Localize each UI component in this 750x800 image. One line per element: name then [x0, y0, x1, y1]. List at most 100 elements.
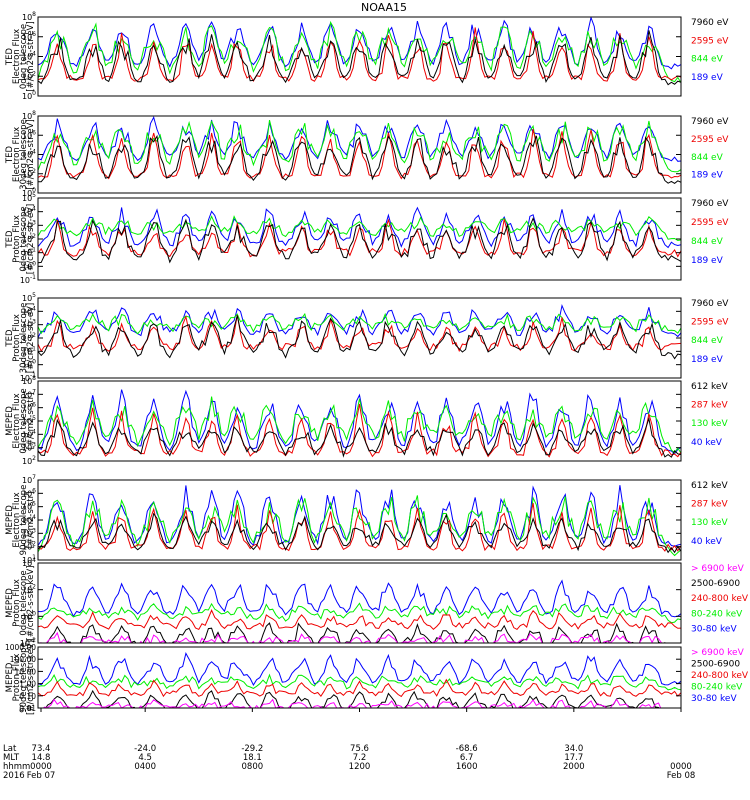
y-tick-label: 103 — [22, 442, 36, 453]
y-axis-label: 90deg telescope — [19, 642, 29, 713]
legend-entry: 7960 eV — [691, 299, 729, 309]
y-tick-label: 104 — [22, 149, 36, 160]
y-tick-label: 104 — [22, 51, 36, 62]
x-row-label: MLT — [3, 753, 20, 763]
y-tick-label: 10-2 — [20, 637, 36, 648]
plot-frame — [37, 562, 682, 644]
series-line — [38, 217, 681, 264]
legend-entry: 287 keV — [691, 401, 728, 411]
series-line — [45, 689, 660, 708]
y-tick-label: 102 — [22, 70, 36, 81]
y-tick-label: 102 — [22, 168, 36, 179]
x-tick-label: 4.5 — [138, 753, 152, 763]
legend-entry: > 6900 keV — [691, 564, 745, 574]
y-axis-label: [#/cm2-s-str-eV] — [26, 21, 36, 91]
series-line — [38, 17, 681, 70]
legend-entry: 844 eV — [691, 55, 724, 65]
series-line — [38, 396, 681, 454]
y-tick-label: 1000.00 — [5, 643, 36, 652]
series-line — [38, 30, 681, 86]
series-line — [38, 134, 681, 185]
x-tick-label: -29.2 — [241, 744, 263, 754]
y-tick-label: 106 — [22, 487, 36, 498]
y-tick-label: 104 — [22, 206, 36, 217]
y-tick-label: 108 — [22, 375, 36, 386]
plot-frame — [37, 297, 682, 379]
legend-entry: 189 eV — [691, 256, 724, 266]
x-tick-label: 14.8 — [32, 753, 51, 763]
series-line — [38, 218, 681, 258]
y-axis-label: Proton Flux — [12, 215, 22, 263]
x-tick-label: Feb 08 — [667, 771, 696, 781]
y-tick-label: 0.10 — [19, 692, 36, 701]
y-axis-label: MEPED — [5, 406, 15, 436]
y-tick-label: 106 — [22, 129, 36, 140]
y-tick-label: 1.00 — [19, 680, 36, 689]
plot-frame — [37, 646, 682, 709]
y-tick-label: 101 — [22, 247, 36, 258]
series-group — [38, 116, 681, 185]
x-tick-label: 73.4 — [32, 744, 51, 754]
series-line — [38, 673, 681, 691]
x-tick-label: 18.1 — [243, 753, 262, 763]
y-tick-label: 107 — [22, 388, 36, 399]
series-group — [38, 579, 681, 643]
y-tick-label: 104 — [22, 428, 36, 439]
y-axis-label: [#/cm2-s-str-eV] — [26, 119, 36, 189]
y-tick-label: 105 — [22, 292, 36, 303]
y-axis-label: [#/cm2-s-str-keV] — [26, 566, 36, 641]
x-tick-label: 0800 — [242, 762, 264, 772]
y-tick-label: 105 — [22, 415, 36, 426]
y-tick-label: 102 — [22, 455, 36, 466]
y-axis-label: MEPED — [5, 505, 15, 535]
y-tick-label: 100 — [22, 359, 36, 370]
legend-entry: 189 eV — [691, 355, 724, 365]
y-tick-label: 100.00 — [10, 655, 36, 664]
y-tick-label: 108 — [22, 110, 36, 121]
series-line — [38, 602, 681, 624]
x-tick-label: 0400 — [134, 762, 156, 772]
y-axis-label: 0deg telescope — [19, 388, 29, 453]
y-axis-label: Proton Flux — [12, 314, 22, 362]
x-row-label: 2016 — [3, 771, 25, 781]
y-tick-label: 102 — [22, 233, 36, 244]
y-axis-label: TED — [5, 145, 15, 164]
x-tick-label: 6.7 — [460, 753, 474, 763]
series-line — [38, 312, 681, 335]
legend-entry: 30-80 keV — [691, 624, 737, 634]
y-axis-label: [#/cm2-s-str] — [26, 393, 36, 450]
legend-entry: 287 keV — [691, 500, 728, 510]
series-line — [38, 485, 681, 547]
series-line — [38, 403, 681, 458]
y-axis-label: 0deg telescope — [19, 570, 29, 635]
series-line — [38, 512, 681, 554]
y-axis-label: 30deg telescope — [19, 303, 29, 374]
plot-frame — [37, 479, 682, 561]
legend-entry: 189 eV — [691, 73, 724, 83]
legend-entry: 7960 eV — [691, 117, 729, 127]
legend-entry: 612 keV — [691, 382, 728, 392]
y-axis-label: 0deg telescope — [19, 24, 29, 89]
legend-entry: 40 keV — [691, 438, 723, 448]
y-axis-label: [#/cm2-s-str-keV] — [26, 640, 36, 715]
x-tick-label: Feb 07 — [27, 771, 56, 781]
legend-entry: 189 eV — [691, 171, 724, 181]
y-axis-label: 90deg telescope — [19, 485, 29, 556]
series-line — [38, 315, 681, 360]
y-tick-label: 10.00 — [15, 667, 37, 676]
y-axis-label: MEPED — [5, 588, 15, 618]
y-axis-label: Electron Flux — [12, 29, 22, 84]
series-line — [38, 502, 681, 552]
y-axis-label: [#/cm2-s-str-eV] — [26, 303, 36, 373]
legend-entry: 240-800 keV — [691, 594, 749, 604]
series-line — [38, 389, 681, 455]
legend-entry: 2500-6900 — [691, 660, 740, 670]
x-tick-label: 75.6 — [350, 744, 369, 754]
